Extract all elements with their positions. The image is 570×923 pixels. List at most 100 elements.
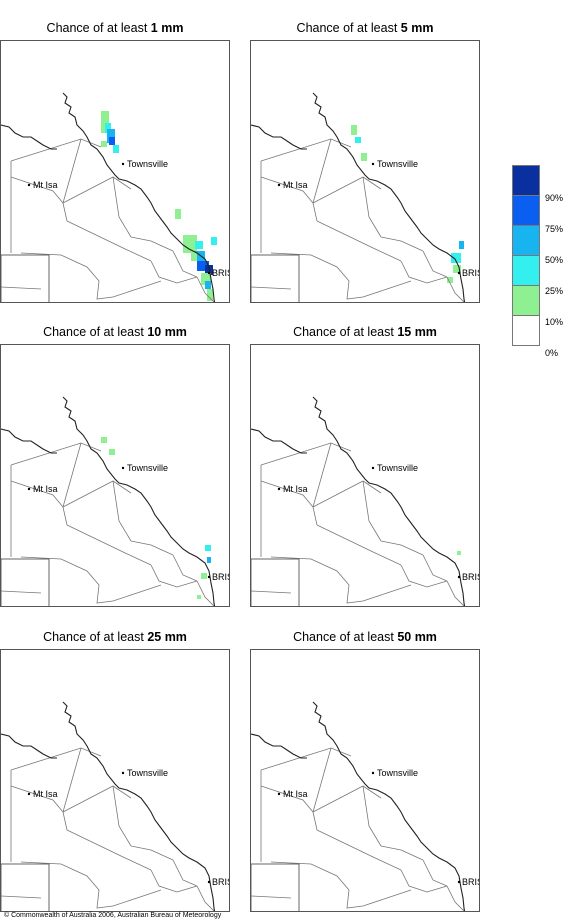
district-boundary — [112, 480, 132, 542]
district-boundary — [380, 236, 424, 252]
district-boundary — [10, 480, 64, 508]
label-townsville: Townsville — [377, 768, 419, 778]
color-legend — [512, 165, 540, 346]
rainfall-probability-cell — [207, 289, 213, 301]
rainfall-probability-cell — [355, 137, 361, 143]
district-boundary — [112, 889, 162, 907]
district-boundary — [172, 859, 198, 887]
rainfall-probability-cell — [195, 251, 205, 261]
rainfall-probability-cell — [351, 125, 357, 135]
district-boundary — [196, 885, 215, 911]
district-boundary — [10, 138, 102, 162]
rainfall-probability-cell — [197, 595, 201, 599]
town-marker — [277, 487, 281, 491]
title-prefix: Chance of at least — [43, 630, 148, 644]
legend-swatch — [512, 255, 540, 286]
district-boundary — [270, 556, 364, 604]
rainfall-probability-cell — [183, 235, 197, 253]
rainfall-probability-cell — [113, 145, 119, 153]
title-prefix: Chance of at least — [293, 325, 398, 339]
legend-label-50: 50% — [545, 255, 564, 265]
label-brisbane: BRIS — [462, 268, 479, 278]
district-boundary — [260, 138, 352, 162]
coastline — [62, 396, 216, 606]
district-boundary — [251, 590, 292, 594]
town-marker — [371, 162, 375, 166]
rainfall-probability-cell — [211, 237, 217, 245]
label-mt-isa: Mt Isa — [283, 180, 308, 190]
district-boundary — [270, 861, 364, 909]
label-mt-isa: Mt Isa — [33, 180, 58, 190]
district-boundary — [62, 442, 82, 526]
district-boundary — [1, 590, 42, 594]
district-boundary — [62, 785, 132, 813]
coastline — [62, 92, 216, 302]
map-panel-25mm: Townsville Mt Isa BRIS — [0, 649, 230, 912]
panel-title-10mm: Chance of at least 10 mm — [0, 325, 230, 339]
legend-label-90: 90% — [545, 193, 564, 203]
district-boundary — [10, 785, 64, 813]
panel-title-5mm: Chance of at least 5 mm — [250, 21, 480, 35]
rainfall-probability-cell — [451, 253, 461, 263]
title-amount: 50 mm — [397, 630, 437, 644]
district-boundary — [10, 176, 64, 204]
district-boundary — [260, 747, 352, 771]
district-boundary — [62, 176, 132, 204]
district-boundary — [172, 250, 198, 278]
town-marker — [457, 575, 461, 579]
copyright-notice: © Commonwealth of Australia 2006, Austra… — [4, 912, 222, 919]
district-boundary — [446, 276, 465, 302]
town-marker — [207, 271, 211, 275]
district-boundary — [150, 869, 198, 893]
district-boundary — [362, 176, 382, 238]
rainfall-probability-cell — [109, 449, 115, 455]
rainfall-probability-cell — [107, 129, 115, 143]
coastline — [251, 733, 307, 759]
district-boundary — [130, 236, 174, 252]
district-boundary — [380, 540, 424, 556]
town-marker — [27, 183, 31, 187]
district-boundary — [112, 785, 132, 847]
map-panel-10mm: Townsville Mt Isa BRIS — [0, 344, 230, 607]
label-townsville: Townsville — [127, 463, 169, 473]
district-boundary — [251, 895, 292, 899]
rainfall-probability-cell — [197, 261, 209, 271]
map-svg — [251, 396, 466, 606]
legend-label-0: 0% — [545, 348, 559, 358]
district-boundary — [400, 564, 448, 588]
map-svg — [251, 92, 466, 302]
map-svg — [1, 92, 217, 302]
rainfall-probability-cell — [101, 141, 107, 147]
district-boundary — [112, 584, 162, 602]
district-boundary — [422, 859, 448, 887]
title-amount: 15 mm — [397, 325, 437, 339]
district-boundary — [10, 747, 102, 771]
district-boundary — [270, 252, 364, 300]
district-boundary — [20, 861, 114, 909]
inset-box — [251, 863, 300, 911]
rainfall-probability-cell — [201, 573, 207, 579]
town-marker — [207, 880, 211, 884]
district-boundary — [196, 580, 215, 606]
map-panel-50mm: Townsville Mt Isa BRIS — [250, 649, 480, 912]
district-boundary — [130, 540, 174, 556]
label-townsville: Townsville — [127, 768, 169, 778]
legend-swatch — [512, 225, 540, 256]
district-boundary — [260, 442, 352, 466]
label-mt-isa: Mt Isa — [283, 484, 308, 494]
label-mt-isa: Mt Isa — [33, 789, 58, 799]
label-brisbane: BRIS — [212, 572, 229, 582]
rainfall-probability-cell — [361, 153, 367, 161]
town-marker — [121, 466, 125, 470]
rainfall-probability-cell — [457, 551, 461, 555]
rainfall-probability-cell — [205, 281, 211, 289]
district-boundary — [362, 584, 412, 602]
district-boundary — [316, 829, 402, 871]
district-boundary — [446, 885, 465, 911]
panel-title-1mm: Chance of at least 1 mm — [0, 21, 230, 35]
district-boundary — [1, 895, 42, 899]
label-townsville: Townsville — [127, 159, 169, 169]
district-boundary — [196, 276, 215, 302]
legend-label-75: 75% — [545, 224, 564, 234]
title-prefix: Chance of at least — [43, 325, 148, 339]
